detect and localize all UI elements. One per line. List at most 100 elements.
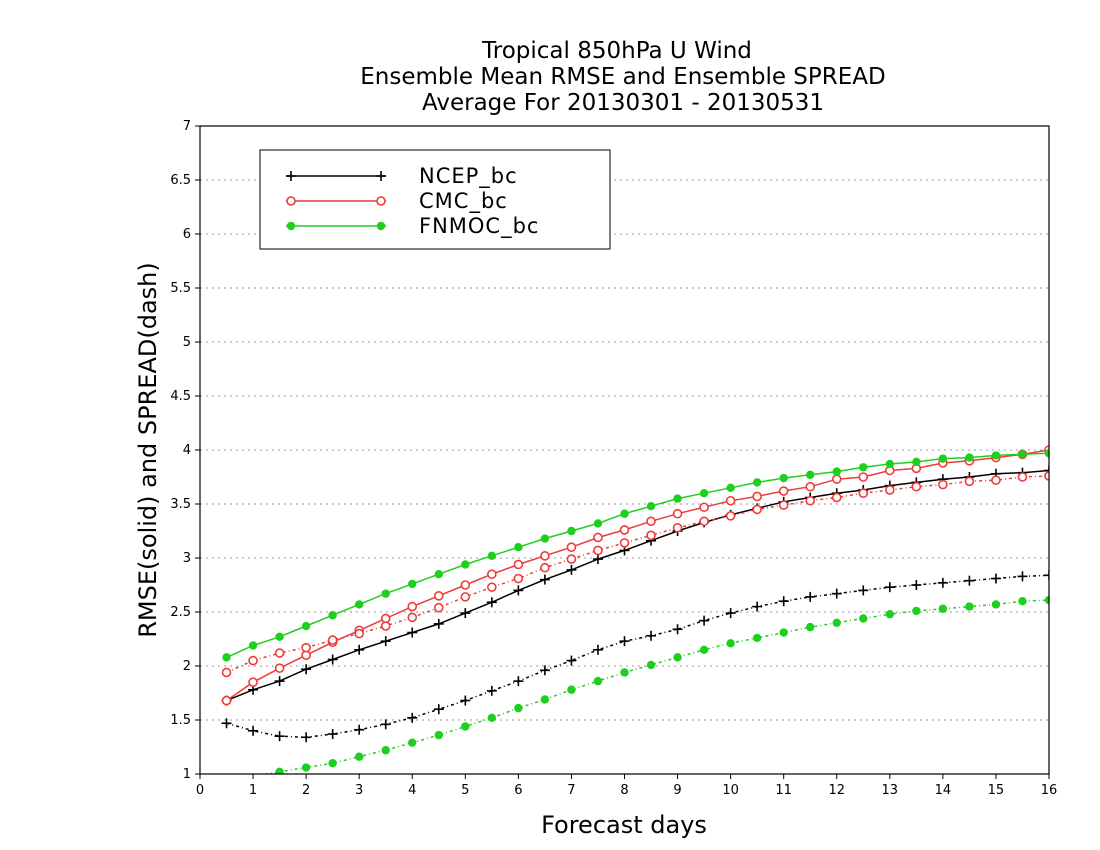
series-ncep-bc-spread-point: [858, 585, 869, 596]
y-tick-label: 2: [183, 659, 191, 674]
series-cmc-bc-rmse-point: [460, 580, 471, 590]
series-fnmoc-bc-rmse-point: [593, 519, 603, 528]
series-cmc-bc-rmse-point: [778, 486, 789, 496]
series-cmc-bc-rmse-point: [248, 677, 258, 688]
legend-label: CMC_bc: [419, 189, 508, 214]
series-ncep-bc-rmse-point: [380, 636, 391, 647]
series-ncep-bc-rmse-point: [486, 597, 497, 608]
series-ncep-bc-spread-point: [884, 582, 895, 593]
y-tick-label: 5: [183, 335, 191, 350]
legend-marker: [286, 221, 296, 231]
series-fnmoc-bc-rmse-point: [752, 478, 762, 487]
legend-item-cmc-bc: CMC_bc: [286, 189, 508, 214]
x-tick-label: 8: [620, 783, 628, 798]
series-fnmoc-bc-rmse-point: [646, 501, 656, 511]
series-fnmoc-bc-spread-point: [859, 614, 868, 623]
y-axis: 1 1.5 2 2.5 3 3.5 4 4.5 5 5.5 6 6.5 7: [170, 119, 200, 782]
series-fnmoc-bc-spread-point: [593, 676, 603, 686]
series-cmc-bc-rmse-point: [619, 525, 630, 535]
series-fnmoc-bc-rmse-point: [434, 570, 443, 579]
series-fnmoc-bc-spread-point: [408, 738, 417, 747]
series-ncep-bc-rmse-point: [327, 654, 338, 665]
x-tick-label: 7: [567, 783, 575, 798]
series-ncep-bc-spread-point: [433, 704, 444, 715]
series-fnmoc-bc-rmse-point: [1044, 449, 1049, 458]
series-fnmoc-bc-spread-point: [806, 622, 815, 632]
series-fnmoc-bc-spread-point: [567, 685, 576, 694]
series-ncep-bc-rmse-point: [592, 554, 603, 565]
series-fnmoc-bc-rmse-point: [540, 534, 550, 543]
series-cmc-bc-spread-point: [248, 655, 258, 666]
legend-marker: [376, 221, 386, 231]
series-fnmoc-bc-spread-point: [487, 713, 497, 723]
series-ncep-bc-spread-point: [354, 724, 365, 735]
series-ncep-bc-spread-point: [1044, 570, 1049, 581]
series-fnmoc-bc-rmse-point: [885, 459, 895, 469]
series-ncep-bc-spread-point: [990, 573, 1001, 584]
series-fnmoc-bc-spread-point: [301, 763, 311, 772]
series-fnmoc-bc-rmse-point: [806, 470, 815, 480]
series-cmc-bc-rmse-line: [226, 449, 1049, 702]
x-tick-label: 6: [514, 783, 522, 798]
series-fnmoc-bc-rmse-line: [226, 452, 1049, 659]
series-cmc-bc-rmse-point: [805, 481, 816, 492]
series-ncep-bc-spread-point: [327, 729, 338, 740]
series-cmc-bc-rmse-point: [566, 542, 577, 553]
series-cmc-bc-spread-point: [566, 554, 577, 564]
series-fnmoc-bc-rmse-point: [620, 509, 629, 518]
series-cmc-bc-spread-point: [354, 628, 364, 639]
series-fnmoc-bc-rmse-point: [408, 579, 417, 589]
series-cmc-bc-rmse-point: [540, 551, 550, 561]
series-cmc-bc-spread-point: [380, 621, 391, 631]
series-cmc-bc-spread-point: [938, 479, 948, 490]
series-cmc-bc-spread-point: [725, 511, 736, 521]
y-tick-label: 4.5: [170, 389, 191, 404]
series-ncep-bc-spread-point: [937, 577, 948, 588]
series-fnmoc-bc-spread-line: [261, 599, 1049, 774]
series-ncep-bc-spread-point: [592, 644, 603, 655]
title-line-3: Average For 20130301 - 20130531: [422, 90, 824, 116]
series-fnmoc-bc-rmse-point: [354, 600, 364, 609]
series-fnmoc-bc-rmse-point: [328, 611, 337, 620]
series-fnmoc-bc-rmse-point: [487, 551, 497, 561]
series-ncep-bc-spread-point: [513, 676, 524, 687]
series-ncep-bc-spread-point: [221, 718, 232, 729]
series-fnmoc-bc-spread-point: [620, 668, 629, 677]
series-cmc-bc-rmse-point: [274, 663, 285, 673]
series-fnmoc-bc-rmse-point: [726, 483, 735, 492]
series-cmc-bc-rmse-point: [699, 502, 709, 513]
x-tick-label: 11: [775, 783, 792, 798]
y-tick-label: 7: [183, 119, 191, 134]
series-ncep-bc-spread-point: [964, 575, 975, 586]
series-fnmoc-bc-spread-point: [514, 703, 523, 713]
series-ncep-bc-spread-point: [805, 591, 816, 602]
series-ncep-bc-spread-point: [911, 580, 922, 590]
legend-marker: [286, 196, 296, 206]
series-ncep-bc-spread-point: [831, 588, 842, 599]
series-fnmoc-bc-rmse-point: [514, 543, 523, 552]
series-fnmoc-bc-rmse-point: [1018, 450, 1027, 459]
series-cmc-bc-spread-point: [858, 488, 869, 499]
series-fnmoc-bc-rmse-point: [699, 489, 709, 498]
series-ncep-bc-spread-point: [1017, 571, 1028, 582]
y-tick-label: 1: [183, 767, 191, 782]
series-cmc-bc-spread-point: [1044, 471, 1049, 481]
series-ncep-bc-spread-point: [699, 615, 710, 626]
x-tick-label: 5: [461, 783, 469, 798]
series-ncep-bc-spread-line: [226, 574, 1049, 739]
series-ncep-bc-spread-point: [380, 719, 391, 730]
series-cmc-bc-spread-point: [327, 635, 338, 645]
x-tick-label: 13: [882, 783, 899, 798]
y-tick-label: 5.5: [170, 281, 191, 296]
y-tick-label: 2.5: [170, 605, 191, 620]
series-ncep-bc-spread-point: [752, 601, 763, 612]
series-fnmoc-bc-spread-point: [354, 752, 364, 761]
series-ncep-bc-spread-point: [274, 731, 285, 742]
series-fnmoc-bc-rmse-point: [222, 653, 231, 662]
series-cmc-bc-spread-point: [301, 642, 311, 653]
legend-marker: [376, 171, 386, 181]
chart-title: Tropical 850hPa U Wind Ensemble Mean RMS…: [360, 38, 885, 116]
series-cmc-bc-spread-point: [540, 562, 550, 573]
series-fnmoc-bc-spread-point: [1044, 595, 1049, 605]
series-fnmoc-bc-rmse-point: [965, 453, 974, 462]
